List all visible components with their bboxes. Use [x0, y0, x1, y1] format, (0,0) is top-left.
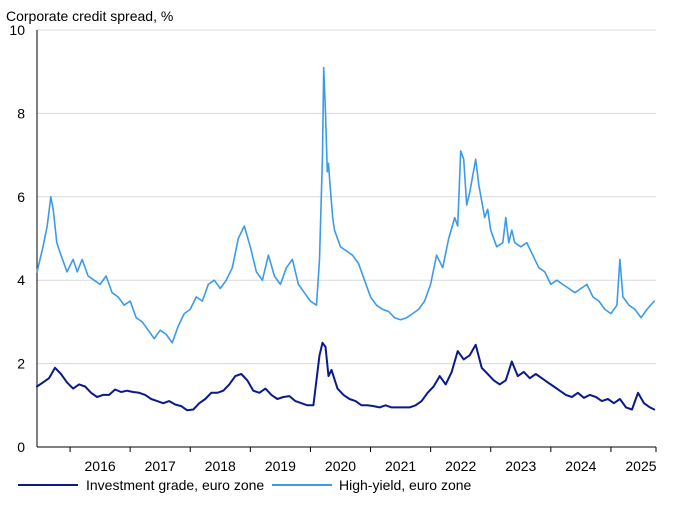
y-tick-label: 2 — [17, 356, 25, 372]
x-tick-label: 2020 — [325, 458, 356, 474]
series-line-high-yield — [36, 66, 656, 344]
y-tick-label: 6 — [17, 189, 25, 205]
x-tick-label: 2022 — [445, 458, 476, 474]
y-tick-label: 4 — [17, 272, 25, 288]
x-tick-label: 2018 — [205, 458, 236, 474]
legend-label-high-yield: High-yield, euro zone — [339, 477, 472, 493]
gridlines — [37, 29, 656, 365]
x-tick-label: 2021 — [385, 458, 416, 474]
x-tick-label: 2017 — [145, 458, 176, 474]
series-line-investment-grade — [36, 341, 656, 412]
x-tick-labels: 2016 2017 2018 2019 2020 2021 2022 2023 2024 2025 — [69, 447, 657, 474]
y-axis-title: Corporate credit spread, % — [6, 8, 173, 24]
x-tick-label: 2016 — [85, 458, 116, 474]
y-tick-label: 0 — [17, 439, 25, 455]
x-tick-label: 2024 — [565, 458, 596, 474]
series-lines — [36, 66, 656, 412]
axes — [36, 30, 656, 448]
x-tick-label: 2025 — [625, 458, 656, 474]
y-tick-label: 10 — [9, 22, 25, 38]
y-tick-label: 8 — [17, 105, 25, 121]
x-tick-label: 2019 — [265, 458, 296, 474]
y-tick-labels: 0 2 4 6 8 10 — [9, 22, 25, 455]
x-tick-label: 2023 — [505, 458, 536, 474]
legend-label-investment-grade: Investment grade, euro zone — [86, 477, 264, 493]
legend: Investment grade, euro zone High-yield, e… — [18, 477, 472, 493]
